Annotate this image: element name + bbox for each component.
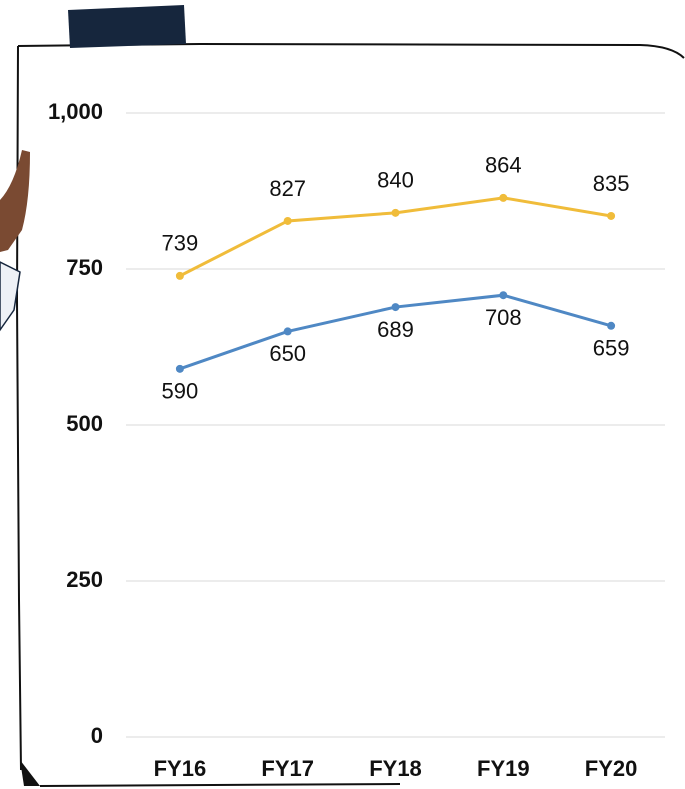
x-tick-label: FY18 (369, 756, 422, 781)
data-label: 840 (377, 168, 414, 193)
plot-area: 0 250 500 750 1,000 FY16 FY17 FY18 FY19 FY20 739 82… (48, 99, 665, 781)
frame-left (15, 45, 22, 771)
data-label: 739 (162, 231, 199, 256)
data-label: 659 (593, 336, 630, 361)
data-point (283, 216, 292, 225)
data-label: 708 (485, 305, 522, 330)
data-point (607, 211, 616, 220)
x-tick-label: FY16 (154, 756, 207, 781)
data-point (175, 364, 184, 373)
y-tick-label: 500 (66, 411, 103, 436)
illustration-hand (0, 150, 30, 252)
y-tick-label: 0 (91, 723, 103, 748)
data-label: 827 (269, 176, 306, 201)
data-point (499, 291, 508, 300)
x-tick-label: FY20 (585, 756, 638, 781)
x-tick-label: FY19 (477, 756, 530, 781)
data-label: 864 (485, 153, 522, 178)
data-label: 689 (377, 317, 414, 342)
x-tick-label: FY17 (261, 756, 314, 781)
data-point (391, 303, 400, 312)
data-point (391, 208, 400, 217)
data-point (499, 193, 508, 202)
frame-bottom (39, 783, 401, 787)
frame-corner (20, 760, 40, 786)
data-label: 590 (162, 379, 199, 404)
data-label: 835 (593, 171, 630, 196)
y-tick-label: 1,000 (48, 99, 103, 124)
frame-top (17, 42, 685, 59)
tape (68, 5, 186, 48)
illustration-sleeve (0, 261, 21, 332)
data-point (607, 321, 616, 330)
data-label: 650 (269, 341, 306, 366)
data-point (283, 327, 292, 336)
y-tick-label: 750 (66, 255, 103, 280)
data-point (175, 271, 184, 280)
y-tick-label: 250 (66, 567, 103, 592)
